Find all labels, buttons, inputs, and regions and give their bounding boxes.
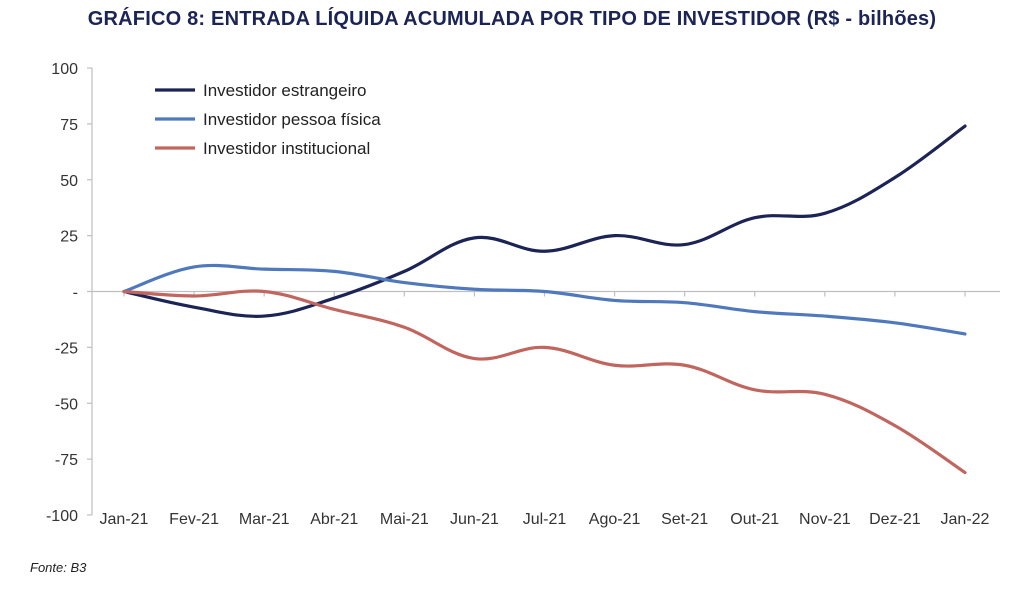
x-tick-label: Fev-21 — [169, 511, 219, 528]
y-tick-label: 50 — [60, 173, 78, 190]
x-tick-label: Jul-21 — [523, 511, 567, 528]
x-tick-label: Mai-21 — [380, 511, 429, 528]
series-line-1 — [122, 124, 967, 318]
y-tick-label: - — [73, 285, 78, 302]
chart-title: GRÁFICO 8: ENTRADA LÍQUIDA ACUMULADA POR… — [87, 8, 937, 30]
y-tick-label: -100 — [46, 508, 78, 525]
y-tick-label: -50 — [55, 396, 78, 413]
x-axis: Jan-21 Fev-21 Mar-21 Abr-21 Mai-21 Jun-21 Jul-… — [92, 290, 1000, 528]
legend: Investidor estrangeiro Investidor pessoa … — [155, 81, 381, 158]
x-tick-label: Mar-21 — [239, 511, 290, 528]
legend-label: Investidor pessoa física — [203, 110, 381, 129]
x-tick-label: Ago-21 — [589, 511, 641, 528]
legend-label: Investidor estrangeiro — [203, 81, 366, 100]
y-axis: 100 75 50 25 - -25 -50 -75 -100 — [46, 61, 93, 525]
legend-label: Investidor institucional — [203, 139, 370, 158]
x-tick-label: Jan-21 — [100, 511, 149, 528]
y-tick-label: 75 — [60, 117, 78, 134]
series-layer — [122, 124, 967, 475]
x-tick-label: Nov-21 — [799, 511, 851, 528]
x-tick-label: Set-21 — [661, 511, 708, 528]
x-tick-label: Dez-21 — [869, 511, 921, 528]
y-tick-label: 25 — [60, 229, 78, 246]
x-tick-label: Jun-21 — [450, 511, 499, 528]
y-tick-label: 100 — [51, 61, 78, 78]
series-line-3 — [122, 289, 967, 475]
series-line-2 — [122, 263, 967, 336]
x-tick-label: Jan-22 — [941, 511, 990, 528]
x-tick-label: Abr-21 — [310, 511, 358, 528]
y-tick-label: -25 — [55, 340, 78, 357]
source-note: Fonte: B3 — [30, 560, 87, 575]
y-tick-label: -75 — [55, 452, 78, 469]
x-tick-label: Out-21 — [730, 511, 779, 528]
